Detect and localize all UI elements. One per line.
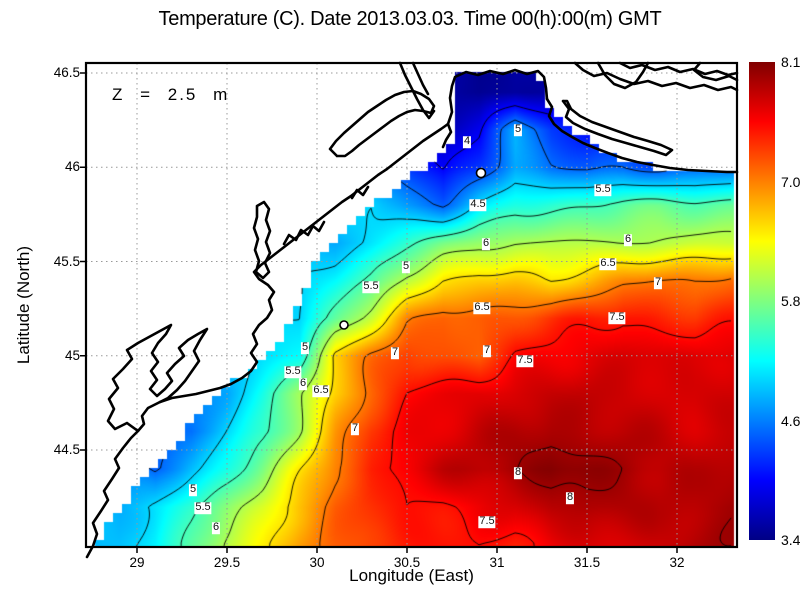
y-tick-label: 44.5 bbox=[53, 442, 80, 457]
coastline-path bbox=[692, 61, 739, 82]
contour-label: 6.5 bbox=[473, 301, 491, 314]
y-tick-label: 46 bbox=[64, 159, 80, 175]
depth-annotation: Z = 2.5 m bbox=[112, 85, 230, 104]
coastline-path bbox=[328, 89, 436, 158]
coastline-path bbox=[596, 61, 650, 90]
contour-label: 5 bbox=[188, 483, 198, 496]
contour-label: 7 bbox=[390, 346, 400, 359]
contour-label: 6.5 bbox=[599, 257, 617, 270]
contour-label: 7.5 bbox=[608, 311, 626, 324]
contour-label: 6.5 bbox=[312, 384, 330, 397]
plot-title: Temperature (C). Date 2013.03.03. Time 0… bbox=[158, 8, 662, 30]
contour-label: 5.5 bbox=[194, 501, 212, 514]
contour-label: 7.5 bbox=[478, 515, 496, 528]
colorbar-tick-label: 7.00 bbox=[781, 173, 800, 190]
coastline-path bbox=[282, 220, 326, 246]
coastline-path bbox=[106, 323, 209, 433]
colorbar-tick-label: 4.61 bbox=[781, 412, 800, 429]
station-marker bbox=[339, 320, 349, 330]
station-marker bbox=[475, 167, 487, 179]
contour-label: 7 bbox=[350, 422, 360, 435]
contour-label: 7 bbox=[653, 276, 663, 289]
x-tick-label: 31.5 bbox=[573, 555, 601, 570]
x-tick-label: 29 bbox=[129, 555, 145, 570]
coastline-path bbox=[85, 429, 140, 559]
contour-label: 4.5 bbox=[469, 198, 487, 211]
contour-label: 5 bbox=[401, 260, 411, 273]
x-tick-label: 30 bbox=[309, 555, 325, 570]
contour-label: 6 bbox=[481, 237, 491, 250]
contour-label: 6 bbox=[211, 521, 221, 534]
coastline-path bbox=[398, 61, 436, 120]
contour-label: 5 bbox=[300, 341, 310, 354]
x-tick-label: 31 bbox=[489, 555, 505, 570]
coastline-path bbox=[561, 99, 674, 157]
coastline-path bbox=[618, 61, 739, 77]
colorbar-tick-label: 8.14 bbox=[781, 54, 800, 70]
colorbar-tick-label: 5.80 bbox=[781, 293, 800, 309]
contour-label: 5 bbox=[513, 123, 523, 136]
contour-label: 8 bbox=[565, 491, 575, 504]
y-tick-label: 46.5 bbox=[53, 65, 80, 80]
plot-border bbox=[84, 61, 739, 549]
contour-label: 7.5 bbox=[516, 354, 534, 367]
contour-label: 7 bbox=[482, 344, 492, 357]
coastline-path bbox=[446, 68, 549, 126]
x-tick-label: 29.5 bbox=[213, 555, 241, 570]
contour-label: 5.5 bbox=[594, 183, 612, 196]
contour-label: 5.5 bbox=[362, 280, 380, 293]
coastline-path bbox=[411, 61, 430, 96]
x-tick-label: 32 bbox=[669, 555, 685, 570]
coastline-path bbox=[573, 61, 739, 92]
y-axis-label: Latitude (North) bbox=[14, 245, 33, 365]
x-axis-label: Longitude (East) bbox=[349, 566, 474, 585]
colorbar-tick-label: 3.41 bbox=[781, 532, 800, 548]
coastline-path bbox=[441, 122, 453, 149]
contour-label: 6 bbox=[298, 377, 308, 390]
contour-label: 6 bbox=[623, 233, 633, 246]
coastline-path bbox=[158, 122, 450, 404]
coastline-path bbox=[545, 97, 739, 174]
x-tick-label: 30.5 bbox=[393, 555, 421, 570]
contour-label: 4 bbox=[462, 135, 472, 148]
coastline-path bbox=[350, 185, 370, 200]
coastline-path bbox=[252, 200, 272, 280]
colorbar bbox=[749, 62, 775, 540]
y-tick-label: 45.5 bbox=[53, 253, 80, 269]
contour-label: 8 bbox=[513, 466, 523, 479]
contour-label: 5.5 bbox=[284, 365, 302, 378]
y-tick-label: 45 bbox=[64, 347, 80, 363]
